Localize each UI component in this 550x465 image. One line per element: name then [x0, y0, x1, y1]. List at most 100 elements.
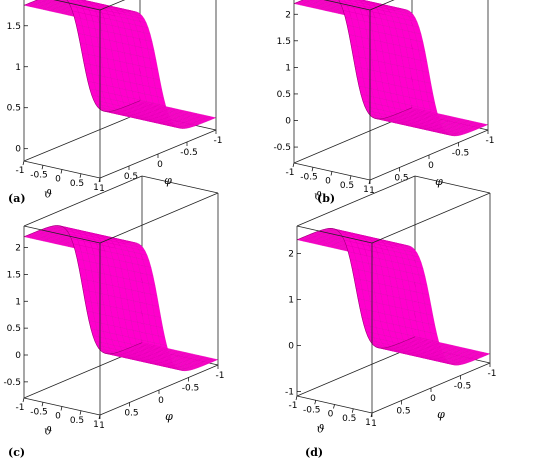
chart-panel-d: -1 -0.5 0 0.5 1 1 0.5 0 -0.5 -1 -1 0 1 2 ϑ φ (d)	[275, 175, 550, 465]
x-tick-label: 0	[55, 412, 61, 422]
z-tick-label: 2	[15, 244, 21, 254]
x-tick-label: 1	[93, 183, 99, 193]
box-edge	[296, 175, 416, 227]
x-tick-label: -1	[16, 403, 25, 413]
x-tick-mark	[79, 173, 82, 178]
z-tick-label: 0	[15, 351, 21, 361]
box-edge	[323, 0, 371, 11]
x-tick-mark	[22, 160, 25, 166]
box-edge	[296, 225, 373, 244]
surface-patch	[327, 0, 333, 1]
y-tick-label: -1	[216, 371, 225, 381]
x-tick-mark	[79, 410, 82, 415]
y-tick-label: 0.5	[124, 409, 138, 419]
x-tick-label: -1	[286, 168, 295, 178]
box-edge	[371, 192, 491, 244]
box-edge	[53, 0, 101, 11]
y-tick-label: 0	[428, 161, 434, 171]
panel-label-c: (c)	[8, 446, 26, 459]
box-edge	[296, 345, 416, 397]
z-tick-label: 0	[288, 341, 294, 351]
bounding-box-front	[296, 192, 491, 414]
x-axis-title: ϑ	[314, 190, 322, 203]
z-tick-label: -0.5	[3, 378, 21, 388]
x-tick-label: -0.5	[30, 170, 48, 180]
chart-panel-c: -1 -0.5 0 0.5 1 1 0.5 0 -0.5 -1 -0.5 0 0.5 1 1.5 2 ϑ φ (c…	[0, 175, 275, 465]
surface-edge	[293, 0, 413, 120]
y-tick-label: -0.5	[454, 382, 472, 392]
x-tick-label: 0	[325, 177, 331, 187]
y-tick-label: 0	[158, 396, 164, 406]
y-axis-title: φ	[165, 410, 173, 423]
x-tick-mark	[311, 167, 314, 172]
x-tick-mark	[295, 395, 298, 401]
box-edge	[99, 0, 126, 11]
y-tick-label: 0.5	[394, 174, 408, 184]
box-edge	[23, 175, 143, 227]
z-tick-label: 1.5	[7, 270, 21, 280]
x-tick-label: 0.5	[70, 179, 84, 189]
x-tick-mark	[60, 169, 63, 174]
x-tick-mark	[314, 400, 317, 405]
x-axis-title: ϑ	[317, 423, 325, 436]
bounding-box-front	[23, 192, 219, 416]
x-tick-label: -0.5	[30, 407, 48, 417]
z-tick-label: 2	[285, 10, 291, 20]
surface	[293, 0, 489, 137]
x-tick-mark	[333, 404, 335, 409]
z-tick-label: 1	[288, 296, 294, 306]
z-tick-label: 0.5	[7, 324, 21, 334]
y-tick-label: 0	[157, 160, 163, 170]
y-tick-label: 1	[99, 184, 105, 194]
y-tick-label: -0.5	[182, 384, 200, 394]
box-edge	[369, 0, 395, 11]
z-tick-label: 1.5	[7, 22, 21, 32]
chart-panel-a: -1 -0.5 0 0.5 1 1 0.5 0 -0.5 -1 0 0.5 1 1.5 ϑ φ (a)	[0, 0, 275, 232]
y-tick-label: 0.5	[396, 407, 410, 417]
z-tick-label: 1.5	[277, 37, 291, 47]
x-tick-label: 1	[363, 185, 369, 195]
z-tick-label: 0	[15, 145, 21, 155]
panel-label-d: (d)	[305, 446, 324, 459]
x-tick-mark	[22, 397, 25, 403]
x-tick-label: 0	[55, 175, 61, 185]
y-tick-label: -1	[214, 136, 223, 146]
surface-plot-a: -1 -0.5 0 0.5 1 10.50-0.5-100.511.5ϑφ	[7, 0, 223, 201]
surface	[23, 225, 219, 372]
y-tick-label: 0	[430, 394, 436, 404]
x-tick-label: -1	[16, 166, 25, 176]
box-edge	[23, 112, 141, 162]
surface-edge	[296, 228, 416, 349]
x-tick-mark	[41, 402, 44, 407]
y-axis-title: φ	[437, 408, 445, 421]
z-tick-label: 1	[15, 63, 21, 73]
x-tick-label: 0.5	[342, 414, 356, 424]
y-tick-label: 1	[369, 186, 375, 196]
box-edge	[414, 175, 491, 194]
x-tick-mark	[349, 175, 352, 180]
x-tick-mark	[292, 162, 295, 168]
y-tick-label: 0.5	[124, 172, 138, 182]
x-tick-mark	[41, 165, 44, 170]
ticks: -1 -0.5 0 0.5 1 10.50-0.5-100.511.5ϑφ	[7, 22, 223, 201]
y-tick-label: -1	[488, 369, 497, 379]
y-tick-label: 1	[99, 421, 105, 431]
x-tick-label: -0.5	[300, 172, 318, 182]
x-axis-title: ϑ	[44, 425, 52, 438]
x-tick-mark	[351, 408, 354, 413]
y-tick-label: -1	[486, 136, 495, 146]
x-tick-label: 1	[365, 418, 371, 428]
y-tick-label: -0.5	[452, 149, 470, 159]
x-tick-label: -0.5	[303, 405, 321, 415]
x-tick-label: 0.5	[340, 181, 354, 191]
x-tick-label: 0	[328, 410, 334, 420]
z-tick-label: 1	[285, 63, 291, 73]
y-axis-title: φ	[164, 174, 172, 187]
y-tick-label: -0.5	[180, 148, 198, 158]
x-tick-label: -1	[289, 401, 298, 411]
